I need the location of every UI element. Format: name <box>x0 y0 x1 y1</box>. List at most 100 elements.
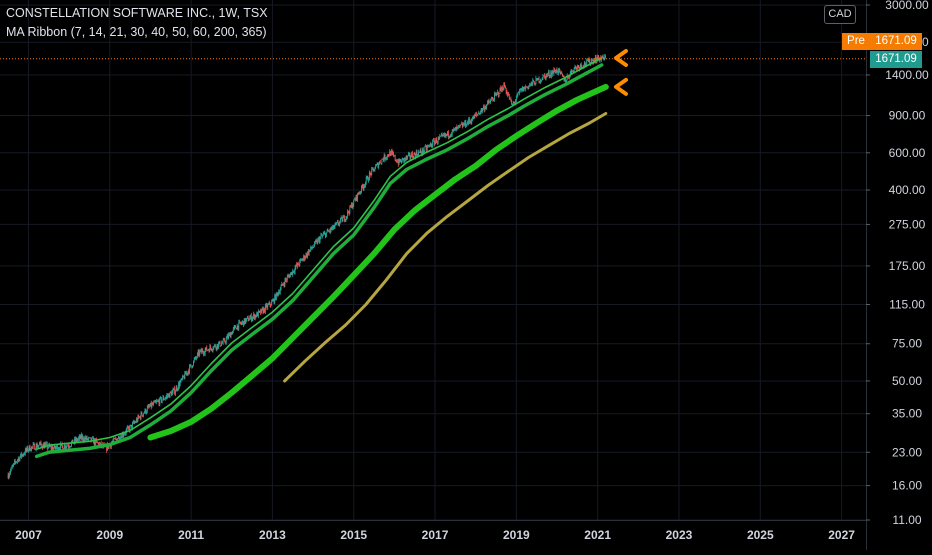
candle-body <box>184 372 186 379</box>
x-axis[interactable]: 2007 2009 2011 2013 2015 2017 2019 2021 2023 2025… <box>0 520 866 543</box>
candle-body <box>376 163 378 165</box>
candle-body <box>561 72 563 75</box>
candle-body <box>267 304 269 309</box>
candle-body <box>81 434 83 439</box>
candle-body <box>571 69 573 72</box>
candle-body <box>200 349 202 353</box>
candle-body <box>36 444 38 448</box>
candle-body <box>365 182 366 186</box>
candle-body <box>202 350 204 353</box>
candle-body <box>483 106 484 109</box>
candle-body <box>252 316 254 319</box>
candle-body <box>266 305 268 309</box>
candle-body <box>343 216 345 221</box>
candle-body <box>164 399 165 400</box>
candle-body <box>156 401 158 403</box>
candle-body <box>476 114 478 116</box>
candle-body <box>414 153 416 155</box>
candle-body <box>71 442 72 446</box>
candle-body <box>597 55 599 59</box>
candle-body <box>555 69 557 73</box>
candle-body <box>403 158 405 162</box>
candle-body <box>219 341 221 347</box>
candle-body <box>497 92 498 93</box>
candle-body <box>144 409 146 413</box>
candle-body <box>458 125 460 126</box>
candle-body <box>391 151 393 153</box>
candle-body <box>339 221 341 225</box>
candle-body <box>205 347 207 350</box>
candle-body <box>447 131 448 135</box>
candle-body <box>296 264 298 267</box>
candle-body <box>548 72 549 75</box>
candle-body <box>121 435 122 438</box>
candle-body <box>225 341 226 343</box>
candle-body <box>440 135 441 137</box>
candle-body <box>215 347 217 349</box>
indicator-label[interactable]: MA Ribbon (7, 14, 21, 30, 40, 50, 60, 20… <box>6 25 267 39</box>
candle-body <box>250 315 251 318</box>
candle-body <box>168 394 169 396</box>
candle-body <box>347 211 349 213</box>
candle-body <box>149 406 151 408</box>
y-axis[interactable]: 3000.002000.001400.00900.00600.00400.002… <box>866 0 929 550</box>
candle-body <box>32 444 34 447</box>
candle-body <box>359 192 361 194</box>
candle-body <box>559 69 561 73</box>
candle-body <box>275 292 277 300</box>
candle-body <box>366 176 368 178</box>
candle-body <box>82 436 84 440</box>
candle-body <box>522 87 524 92</box>
symbol-title[interactable]: CONSTELLATION SOFTWARE INC., 1W, TSX <box>6 6 268 20</box>
candle-body <box>85 436 87 440</box>
candle-body <box>438 137 440 139</box>
candle-body <box>203 352 204 354</box>
candle-body <box>116 438 118 441</box>
candle-body <box>472 116 473 121</box>
candle-body <box>447 131 449 137</box>
candle-body <box>522 87 524 92</box>
candle-body <box>461 123 463 125</box>
candle-body <box>393 155 395 157</box>
candle-body <box>341 217 343 222</box>
candle-body <box>374 168 376 172</box>
candle-body <box>587 60 589 62</box>
candle-body <box>306 253 308 257</box>
candle-body <box>294 267 296 272</box>
candle-body <box>197 351 199 354</box>
candle-body <box>552 71 554 74</box>
candle-body <box>33 444 35 445</box>
candle-body <box>226 335 228 339</box>
candle-body <box>594 57 596 63</box>
candle-body <box>178 383 179 389</box>
candle-body <box>381 158 383 163</box>
candle-body <box>272 301 273 302</box>
candle-body <box>562 75 564 77</box>
candle-body <box>250 315 252 321</box>
candle-body <box>380 162 382 164</box>
candle-body <box>465 121 466 127</box>
candle-body <box>426 146 428 150</box>
currency-badge[interactable]: CAD <box>824 5 856 24</box>
y-tick-label: 35.00 <box>892 407 922 421</box>
candle-body <box>568 76 570 78</box>
candle-body <box>310 246 312 250</box>
candle-body <box>150 403 152 407</box>
candle-body <box>170 391 172 393</box>
candle-body <box>358 193 360 195</box>
candle-body <box>47 447 49 449</box>
candle-body <box>591 60 593 61</box>
candle-body <box>395 159 397 161</box>
candle-body <box>560 72 562 74</box>
candle-body <box>58 448 60 450</box>
candle-body <box>96 441 98 443</box>
candle-body <box>342 217 344 222</box>
candle-body <box>133 421 135 423</box>
candle-body <box>497 92 499 96</box>
candle-body <box>302 258 304 261</box>
candle-body <box>570 69 572 73</box>
candle-body <box>349 205 351 214</box>
candle-body <box>130 424 132 426</box>
